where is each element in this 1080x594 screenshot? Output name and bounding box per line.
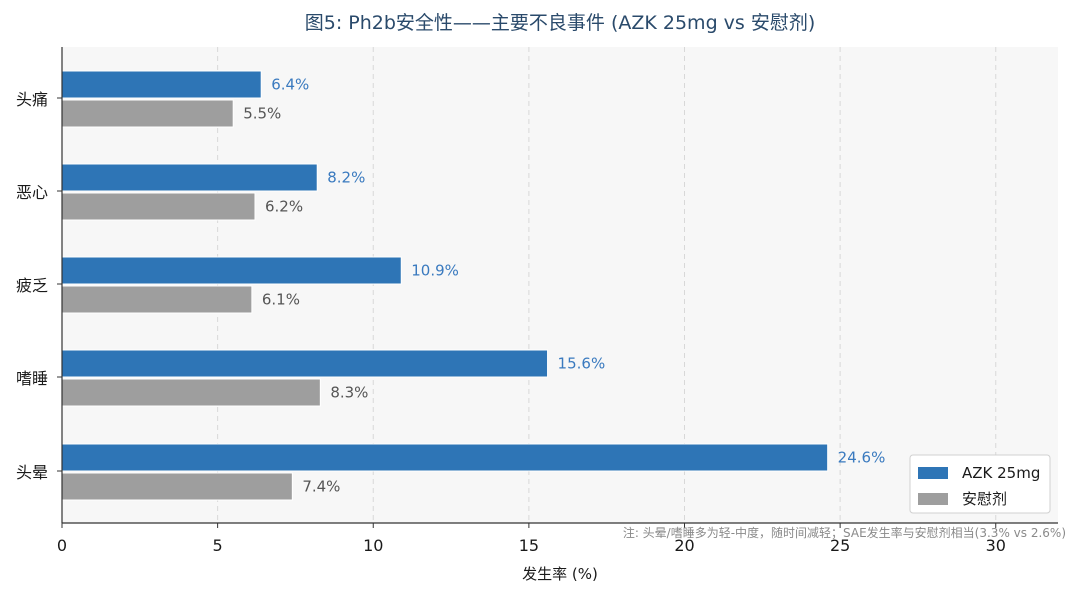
category-label: 头痛 xyxy=(16,90,48,109)
x-tick-label: 30 xyxy=(986,536,1006,555)
bar-placebo xyxy=(61,285,253,314)
data-label: 6.4% xyxy=(271,76,309,94)
x-tick-label: 0 xyxy=(57,536,67,555)
data-label: 8.3% xyxy=(330,384,368,402)
data-label: 5.5% xyxy=(243,105,281,123)
x-axis-label: 发生率 (%) xyxy=(522,565,598,583)
bar-placebo xyxy=(61,378,321,407)
bar-azk xyxy=(61,163,318,192)
legend-label: 安慰剂 xyxy=(962,490,1007,508)
x-tick-label: 10 xyxy=(363,536,383,555)
category-label: 头晕 xyxy=(16,463,48,482)
x-tick-label: 25 xyxy=(830,536,850,555)
bar-placebo xyxy=(61,472,293,501)
legend-swatch xyxy=(918,493,948,505)
data-label: 15.6% xyxy=(558,355,606,373)
category-label: 恶心 xyxy=(16,183,48,202)
data-label: 6.2% xyxy=(265,198,303,216)
bar-azk xyxy=(61,70,262,99)
legend-label: AZK 25mg xyxy=(962,464,1040,482)
data-label: 7.4% xyxy=(302,478,340,496)
bar-placebo xyxy=(61,192,256,221)
data-label: 24.6% xyxy=(838,449,886,467)
x-tick-label: 15 xyxy=(519,536,539,555)
chart-footnote: 注: 头晕/嗜睡多为轻-中度，随时间减轻；SAE发生率与安慰剂相当(3.3% v… xyxy=(623,525,1066,540)
category-label: 疲乏 xyxy=(16,276,48,295)
data-label: 6.1% xyxy=(262,291,300,309)
data-label: 10.9% xyxy=(411,262,459,280)
bar-azk xyxy=(61,349,549,378)
x-tick-label: 20 xyxy=(674,536,694,555)
category-label: 嗜睡 xyxy=(16,369,48,388)
data-label: 8.2% xyxy=(327,169,365,187)
bar-azk xyxy=(61,443,829,472)
x-tick-label: 5 xyxy=(213,536,223,555)
bar-azk xyxy=(61,256,402,285)
legend-swatch xyxy=(918,467,948,479)
chart-title: 图5: Ph2b安全性——主要不良事件 (AZK 25mg vs 安慰剂) xyxy=(305,12,816,34)
bar-placebo xyxy=(61,99,234,128)
